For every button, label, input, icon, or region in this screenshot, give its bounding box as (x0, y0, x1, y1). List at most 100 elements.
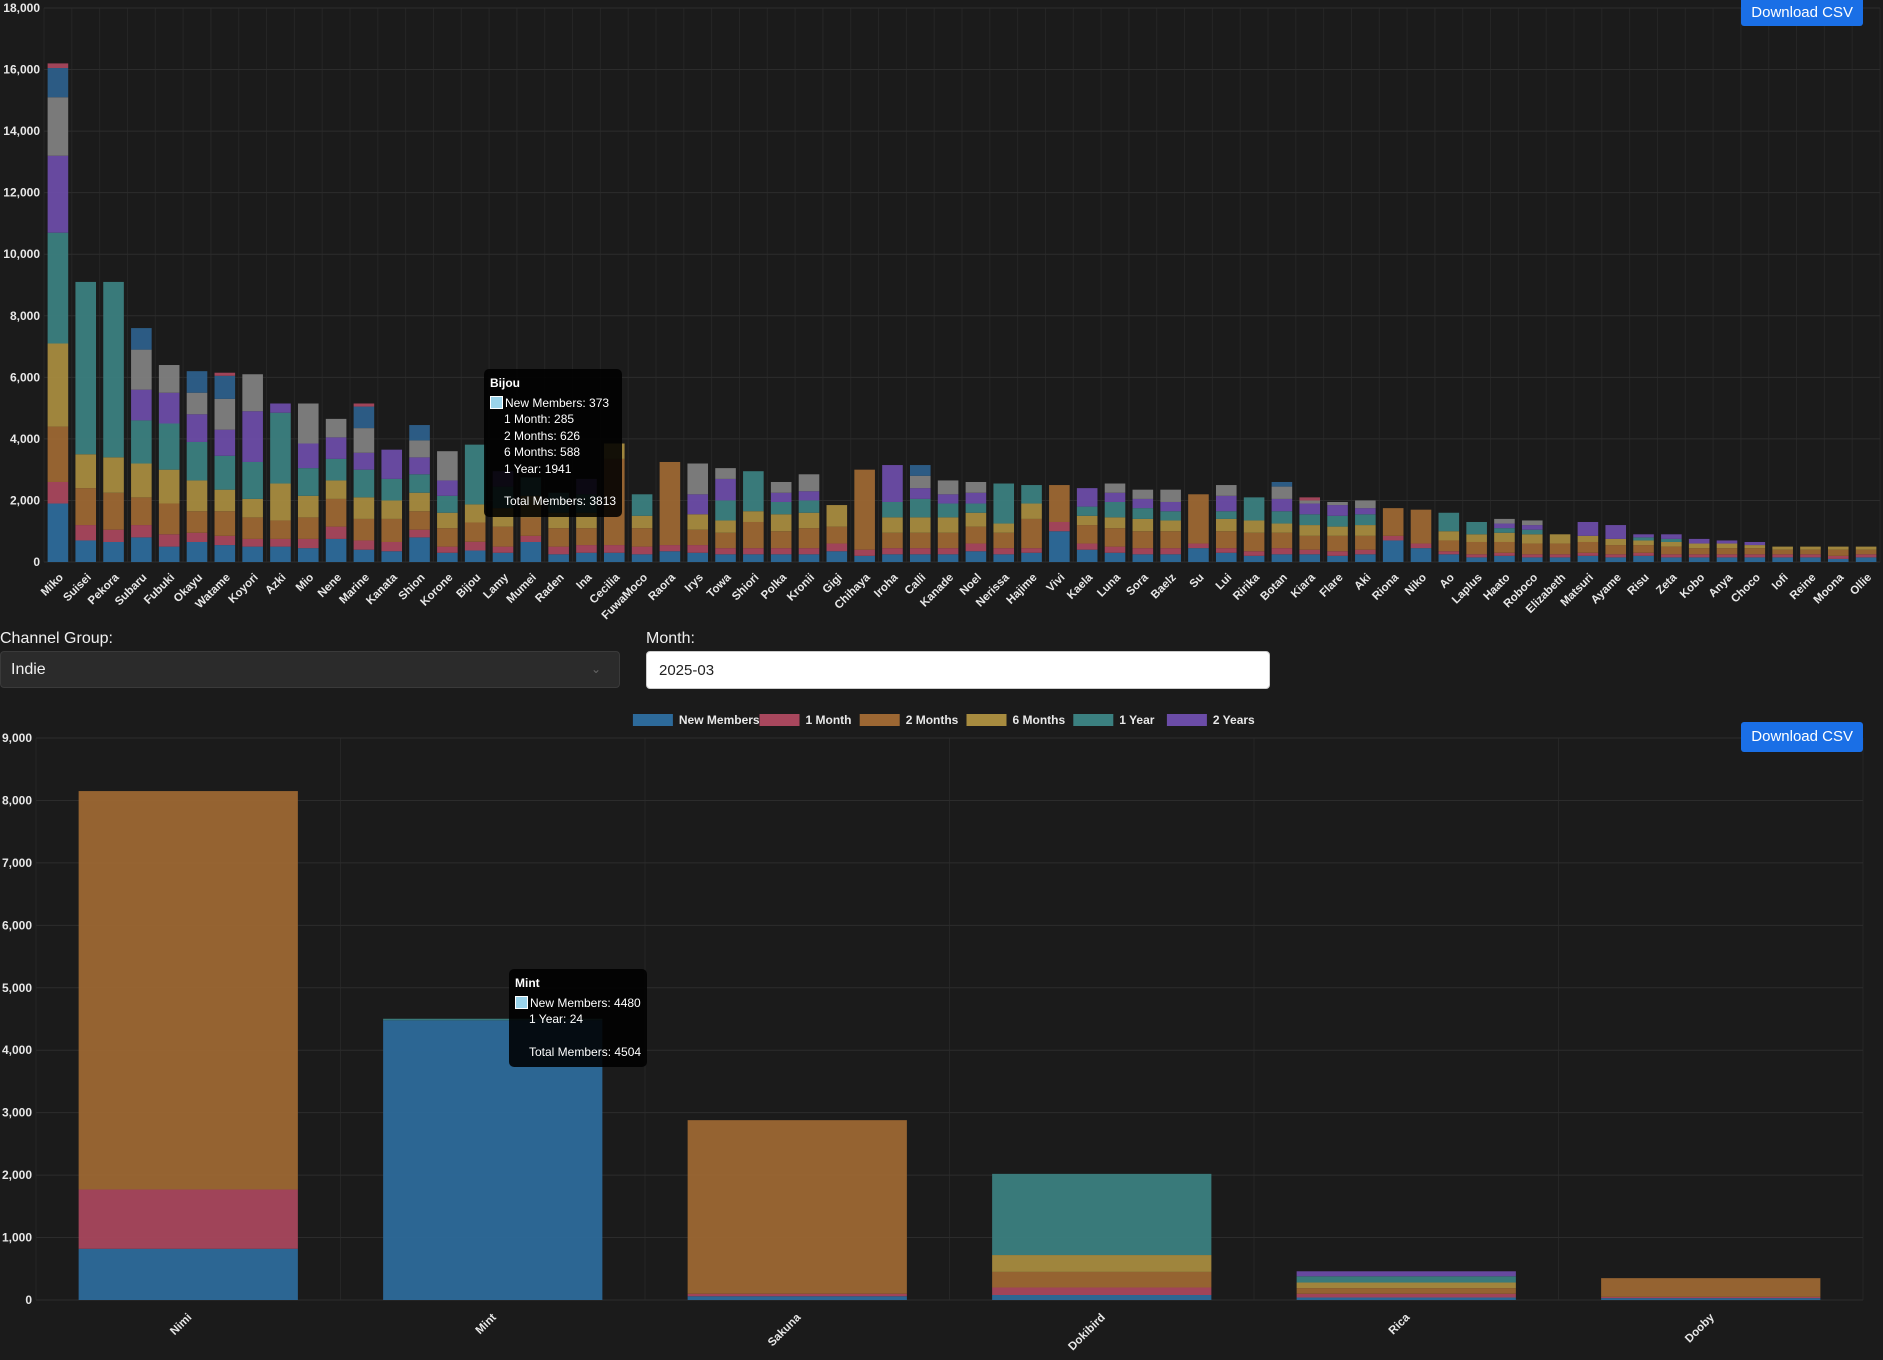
bar-segment[interactable] (381, 478, 403, 501)
bar-segment[interactable] (47, 63, 69, 69)
bar-segment[interactable] (1827, 549, 1849, 556)
bar-segment[interactable] (1299, 500, 1321, 504)
bar-segment[interactable] (1521, 534, 1543, 544)
bar-segment[interactable] (1800, 554, 1821, 558)
bar-segment[interactable] (1160, 531, 1181, 549)
bar-segment[interactable] (965, 512, 987, 527)
bar-segment[interactable] (131, 497, 152, 526)
bar-segment[interactable] (353, 549, 375, 562)
bar-segment[interactable] (1744, 545, 1766, 549)
bar-segment[interactable] (47, 232, 69, 344)
bar-segment[interactable] (1327, 535, 1348, 552)
bar-segment[interactable] (1521, 543, 1543, 555)
bar-segment[interactable] (437, 528, 458, 547)
legend-label[interactable]: New Members (679, 713, 760, 727)
bar-segment[interactable] (1296, 1276, 1516, 1283)
bar-segment[interactable] (770, 531, 792, 549)
bar-segment[interactable] (1549, 534, 1571, 544)
bar-segment[interactable] (715, 500, 736, 521)
bar-segment[interactable] (297, 403, 319, 444)
bar-segment[interactable] (1132, 508, 1154, 519)
bar-segment[interactable] (1438, 551, 1460, 555)
bar-segment[interactable] (1296, 1282, 1516, 1289)
bar-segment[interactable] (1633, 540, 1654, 546)
bar-segment[interactable] (992, 1271, 1212, 1288)
bar-segment[interactable] (1577, 541, 1599, 553)
bar-segment[interactable] (1327, 526, 1348, 536)
bar-segment[interactable] (1132, 554, 1154, 562)
bar-segment[interactable] (297, 517, 319, 539)
bar-segment[interactable] (1049, 485, 1070, 522)
bar-segment[interactable] (1601, 1278, 1821, 1297)
bar-segment[interactable] (1716, 540, 1738, 544)
bar-segment[interactable] (1215, 552, 1237, 562)
bar-segment[interactable] (353, 518, 375, 541)
bar-segment[interactable] (687, 1293, 907, 1297)
bar-segment[interactable] (214, 511, 236, 536)
bar-segment[interactable] (131, 328, 152, 350)
bar-segment[interactable] (1188, 543, 1209, 549)
bar-segment[interactable] (1132, 531, 1154, 549)
bar-segment[interactable] (47, 426, 69, 482)
bar-segment[interactable] (1855, 549, 1877, 555)
bar-segment[interactable] (242, 538, 263, 547)
bar-segment[interactable] (909, 554, 931, 562)
bar-segment[interactable] (770, 501, 792, 515)
bar-segment[interactable] (1438, 531, 1460, 541)
bar-segment[interactable] (381, 518, 403, 542)
bar-segment[interactable] (1549, 557, 1571, 562)
bar-segment[interactable] (687, 1120, 907, 1294)
bar-segment[interactable] (715, 532, 736, 549)
bar-segment[interactable] (78, 791, 298, 1190)
bar-segment[interactable] (186, 371, 208, 393)
bar-segment[interactable] (409, 529, 430, 538)
bar-segment[interactable] (381, 449, 403, 479)
bar-segment[interactable] (131, 525, 152, 538)
bar-segment[interactable] (437, 451, 458, 481)
bar-segment[interactable] (1661, 546, 1682, 555)
bar-segment[interactable] (1215, 518, 1237, 532)
legend-label[interactable]: 6 Months (1013, 713, 1066, 727)
bar-segment[interactable] (492, 526, 514, 547)
legend-label[interactable]: 1 Month (806, 713, 852, 727)
bar-segment[interactable] (1299, 497, 1321, 501)
bar-segment[interactable] (937, 532, 959, 549)
bar-segment[interactable] (297, 468, 319, 496)
bar-segment[interactable] (1104, 501, 1126, 518)
bar-segment[interactable] (1243, 532, 1265, 552)
bar-segment[interactable] (1521, 554, 1543, 558)
bar-segment[interactable] (743, 471, 764, 512)
bar-segment[interactable] (909, 517, 931, 533)
bar-segment[interactable] (826, 551, 848, 562)
bar-segment[interactable] (965, 503, 987, 513)
month-input[interactable] (646, 651, 1270, 689)
bar-segment[interactable] (1577, 552, 1599, 556)
bar-segment[interactable] (1577, 555, 1599, 562)
bar-segment[interactable] (1243, 497, 1265, 521)
bar-segment[interactable] (353, 540, 375, 550)
bar-segment[interactable] (1633, 545, 1654, 553)
bar-segment[interactable] (47, 343, 69, 427)
bar-segment[interactable] (1021, 548, 1042, 553)
legend-swatch[interactable] (632, 714, 673, 726)
bar-segment[interactable] (1299, 525, 1321, 536)
bar-segment[interactable] (1410, 548, 1432, 562)
bar-segment[interactable] (131, 389, 152, 421)
bar-segment[interactable] (1271, 554, 1293, 562)
bar-segment[interactable] (965, 481, 987, 493)
legend-swatch[interactable] (1073, 714, 1114, 726)
bar-segment[interactable] (103, 281, 124, 458)
bar-segment[interactable] (1299, 503, 1321, 515)
bar-segment[interactable] (158, 469, 180, 504)
bar-segment[interactable] (1577, 521, 1599, 536)
bar-segment[interactable] (937, 503, 959, 518)
bar-segment[interactable] (1800, 546, 1821, 550)
bar-segment[interactable] (381, 551, 403, 562)
bar-segment[interactable] (1410, 509, 1432, 544)
bar-segment[interactable] (47, 503, 69, 562)
bar-segment[interactable] (158, 365, 180, 393)
bar-segment[interactable] (715, 468, 736, 479)
bar-segment[interactable] (1355, 500, 1376, 509)
bar-segment[interactable] (576, 545, 597, 553)
bar-segment[interactable] (1601, 1296, 1821, 1299)
